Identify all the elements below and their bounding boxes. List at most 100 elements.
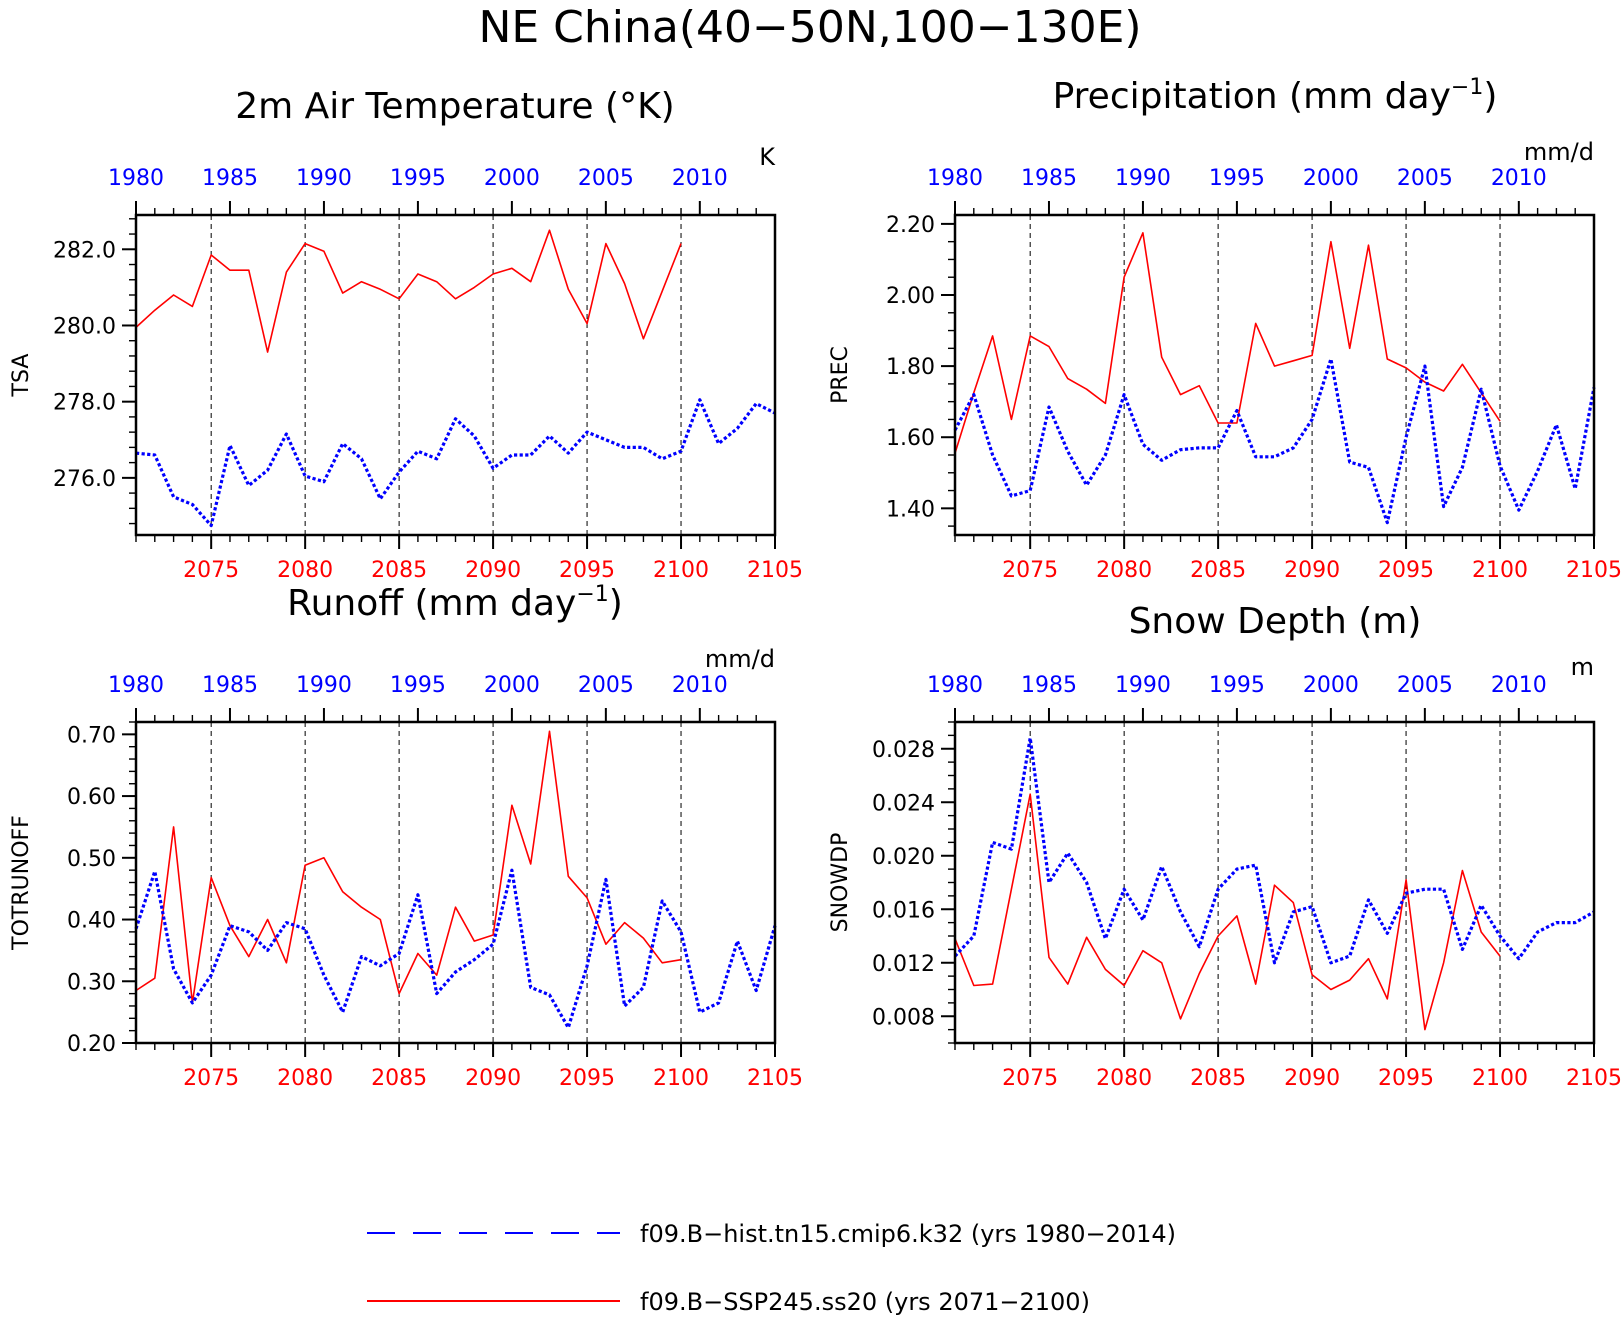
panel-2: Precipitation (mm day−1) mm/d PREC 1.40 1.60… xyxy=(828,75,1621,583)
ssp-year-label: 2105 xyxy=(747,1066,803,1091)
y-tick-label: 278.0 xyxy=(53,391,116,416)
ssp-year-label: 2080 xyxy=(1096,1066,1152,1091)
y-axis-label: TOTRUNOFF xyxy=(9,815,34,951)
hist-year-label: 2010 xyxy=(1491,166,1547,191)
panel-title-main: Precipitation (mm day xyxy=(1053,76,1451,117)
y-tick-label: 0.20 xyxy=(67,1032,116,1057)
y-tick-label: 0.012 xyxy=(872,952,935,977)
ssp-year-label: 2075 xyxy=(183,1066,239,1091)
y-tick-label: 276.0 xyxy=(53,467,116,492)
ssp-year-label: 2095 xyxy=(1378,1066,1434,1091)
y-axis-label: SNOWDP xyxy=(828,833,853,933)
ssp-year-label: 2095 xyxy=(1378,558,1434,583)
y-tick-label: 0.016 xyxy=(872,898,935,923)
ssp-year-label: 2085 xyxy=(371,558,427,583)
ssp-year-label: 2095 xyxy=(559,1066,615,1091)
hist-year-label: 1990 xyxy=(296,673,352,698)
hist-year-label: 1985 xyxy=(1021,673,1077,698)
hist-year-label: 1990 xyxy=(296,166,352,191)
hist-year-label: 2005 xyxy=(578,673,634,698)
ssp-year-label: 2085 xyxy=(371,1066,427,1091)
ssp-year-label: 2075 xyxy=(1002,1066,1058,1091)
hist-year-label: 1995 xyxy=(390,166,446,191)
units-label: m xyxy=(1571,653,1594,681)
ssp-year-label: 2090 xyxy=(465,1066,521,1091)
y-tick-label: 1.60 xyxy=(886,426,935,451)
y-tick-label: 0.40 xyxy=(67,909,116,934)
units-label: mm/d xyxy=(705,645,775,673)
units-label: K xyxy=(759,143,776,171)
ssp-year-label: 2100 xyxy=(653,558,709,583)
panel-title-superscript: −1 xyxy=(1451,75,1483,100)
ssp-year-label: 2075 xyxy=(1002,558,1058,583)
hist-year-label: 2005 xyxy=(578,166,634,191)
hist-year-label: 2005 xyxy=(1397,673,1453,698)
plot-frame xyxy=(134,213,777,537)
y-tick-label: 2.20 xyxy=(886,213,935,238)
panel-3: Runoff (mm day−1) mm/d TOTRUNOFF 0.20 0.30 0.… xyxy=(9,582,803,1091)
hist-year-label: 1985 xyxy=(202,673,258,698)
hist-series-line xyxy=(135,398,776,528)
hist-year-label: 1985 xyxy=(202,166,258,191)
y-axis-label: PREC xyxy=(828,346,853,404)
y-tick-label: 0.70 xyxy=(67,723,116,748)
y-axis-label: TSA xyxy=(9,354,34,398)
ssp-year-label: 2085 xyxy=(1190,1066,1246,1091)
y-tick-label: 1.40 xyxy=(886,497,935,522)
ssp-year-label: 2100 xyxy=(1472,1066,1528,1091)
hist-year-label: 1990 xyxy=(1115,166,1171,191)
ssp-year-label: 2100 xyxy=(653,1066,709,1091)
panel-title-superscript: −1 xyxy=(576,582,608,607)
hist-year-label: 2000 xyxy=(1303,673,1359,698)
ssp-year-label: 2090 xyxy=(1284,1066,1340,1091)
panel-title: Snow Depth (m) xyxy=(1129,601,1422,642)
panel-title: 2m Air Temperature (°K) xyxy=(235,86,674,127)
panel-title-main: Runoff (mm day xyxy=(287,583,576,624)
panel-title-tail: ) xyxy=(609,583,623,624)
ssp-series-line xyxy=(135,730,682,1004)
hist-year-label: 2000 xyxy=(484,166,540,191)
plot-frame xyxy=(953,720,1596,1045)
ssp-year-label: 2105 xyxy=(1566,558,1621,583)
y-tick-label: 0.028 xyxy=(872,738,935,763)
ssp-series-line xyxy=(954,232,1501,454)
hist-series-line xyxy=(134,868,777,1030)
hist-year-label: 1980 xyxy=(927,166,983,191)
hist-year-label: 2005 xyxy=(1397,166,1453,191)
y-tick-label: 0.024 xyxy=(872,791,935,816)
hist-year-label: 1995 xyxy=(1209,673,1265,698)
hist-year-label: 1990 xyxy=(1115,673,1171,698)
ssp-year-label: 2105 xyxy=(747,558,803,583)
main-title: NE China(40−50N,100−130E) xyxy=(478,2,1141,53)
hist-year-label: 2010 xyxy=(1491,673,1547,698)
y-tick-label: 280.0 xyxy=(53,314,116,339)
ssp-year-label: 2080 xyxy=(277,1066,333,1091)
hist-year-label: 2000 xyxy=(1303,166,1359,191)
panel-title-main: Snow Depth (m) xyxy=(1129,601,1422,642)
legend-ssp-label: f09.B−SSP245.ss20 (yrs 2071−2100) xyxy=(640,1288,1090,1316)
y-tick-label: 0.020 xyxy=(872,845,935,870)
y-tick-label: 282.0 xyxy=(53,238,116,263)
panels: 2m Air Temperature (°K) K TSA 276.0 278.0 280… xyxy=(9,75,1621,1091)
y-tick-label: 2.00 xyxy=(886,284,935,309)
hist-year-label: 1995 xyxy=(1209,166,1265,191)
legend: f09.B−hist.tn15.cmip6.k32 (yrs 1980−2014… xyxy=(367,1220,1176,1316)
ssp-series-line xyxy=(135,229,682,353)
plot-frame xyxy=(953,213,1596,537)
ssp-year-label: 2105 xyxy=(1566,1066,1621,1091)
hist-series-line xyxy=(953,736,1595,965)
y-tick-label: 0.60 xyxy=(67,785,116,810)
ssp-year-label: 2095 xyxy=(559,558,615,583)
legend-hist-label: f09.B−hist.tn15.cmip6.k32 (yrs 1980−2014… xyxy=(640,1220,1176,1248)
hist-year-label: 1985 xyxy=(1021,166,1077,191)
hist-year-label: 1980 xyxy=(108,166,164,191)
y-tick-label: 1.80 xyxy=(886,355,935,380)
ssp-year-label: 2075 xyxy=(183,558,239,583)
panel-title: Runoff (mm day−1) xyxy=(287,582,623,624)
ssp-year-label: 2080 xyxy=(277,558,333,583)
panel-title-main: 2m Air Temperature (°K) xyxy=(235,86,674,127)
hist-year-label: 2000 xyxy=(484,673,540,698)
panel-title: Precipitation (mm day−1) xyxy=(1053,75,1498,117)
ssp-year-label: 2100 xyxy=(1472,558,1528,583)
hist-year-label: 2010 xyxy=(672,673,728,698)
